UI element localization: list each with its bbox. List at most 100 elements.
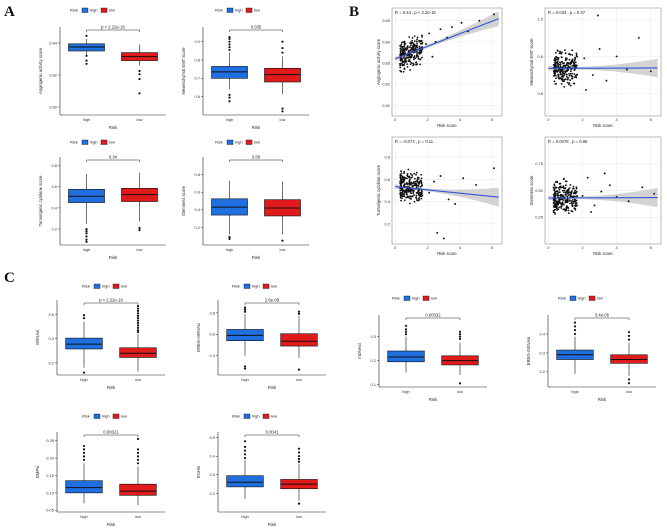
data-point: [412, 45, 414, 48]
x-tick-label: 2: [581, 117, 584, 122]
x-tick-label: low: [296, 377, 302, 382]
data-point: [403, 62, 406, 64]
chart-4: 0.2 0.4 0.6 0.8 Stemness score Risk high low 0.8…: [181, 140, 309, 260]
x-tick-label: 6: [650, 117, 653, 122]
data-point: [410, 62, 413, 64]
data-point: [571, 54, 574, 56]
outlier-point: [458, 333, 462, 336]
outlier-point: [243, 440, 247, 443]
data-point: [583, 57, 586, 60]
box-iqr: [387, 350, 425, 363]
data-point: [406, 63, 409, 65]
outlier-point: [136, 326, 140, 329]
y-tick-label: 0.2: [51, 226, 57, 231]
data-point: [416, 38, 418, 41]
data-point: [554, 70, 557, 73]
data-point: [436, 231, 439, 234]
data-point: [420, 177, 423, 180]
data-point: [559, 63, 562, 66]
chart-13: 0.05 0.10 0.15 0.20 0.25 DMPsi Risk high low 0.00…: [35, 414, 165, 527]
x-tick-label: 0: [394, 245, 397, 250]
data-point: [418, 39, 421, 42]
data-point: [575, 186, 578, 189]
data-point: [553, 80, 556, 83]
data-point: [568, 58, 571, 61]
legend-label-high: high: [90, 140, 98, 145]
outlier-point: [136, 462, 140, 465]
legend: Risk high low: [558, 296, 603, 301]
data-point: [399, 52, 402, 54]
data-point: [627, 200, 630, 203]
data-point: [412, 184, 415, 187]
x-axis-label: Risk score: [437, 251, 457, 256]
data-point: [431, 55, 434, 58]
x-tick-label: 6: [650, 245, 653, 250]
x-axis-label: Risk: [268, 385, 277, 390]
chart-8: 0 2 4 6 0.25 0.50 0.75 Stemness score Risk score…: [529, 136, 662, 256]
data-point: [415, 196, 417, 199]
data-point: [416, 56, 418, 58]
data-point: [555, 69, 558, 71]
y-tick-label: 0.81: [382, 103, 391, 108]
data-point: [439, 175, 442, 177]
box-high: [211, 35, 248, 103]
outlier-point: [82, 458, 86, 461]
data-point: [568, 212, 570, 215]
data-point: [556, 192, 559, 195]
outlier-point: [243, 367, 247, 370]
data-point: [400, 174, 403, 177]
outlier-point: [297, 310, 301, 313]
data-point: [557, 58, 560, 61]
outlier-point: [228, 40, 231, 43]
y-axis-label: Stemness score: [529, 175, 534, 206]
data-point: [420, 173, 422, 176]
data-point: [569, 84, 572, 87]
data-point: [565, 63, 568, 66]
data-point: [571, 75, 573, 78]
data-point: [574, 61, 577, 64]
outlier-point: [627, 330, 631, 334]
data-point: [411, 174, 413, 177]
data-point: [419, 63, 422, 66]
data-point: [410, 44, 412, 47]
data-point: [571, 72, 574, 75]
data-point: [414, 180, 416, 183]
data-point: [557, 194, 560, 197]
data-point: [399, 187, 401, 190]
significance-label: p < 2.22e-16: [99, 298, 123, 303]
legend-label-low: low: [109, 140, 115, 145]
box-high: [68, 34, 105, 65]
legend-label-high: high: [252, 414, 260, 419]
correlation-label: R = -0.074 , p = 0.11: [395, 139, 434, 144]
data-point: [415, 183, 418, 185]
outlier-point: [136, 324, 140, 327]
outlier-point: [85, 34, 88, 37]
data-point: [571, 202, 574, 205]
data-point: [567, 62, 570, 65]
data-point: [403, 67, 406, 70]
data-point: [403, 180, 405, 183]
data-point: [402, 45, 404, 48]
data-point: [573, 192, 576, 194]
outlier-point: [297, 368, 301, 371]
legend-label-high: high: [235, 140, 243, 145]
outlier-point: [136, 312, 140, 315]
data-point: [413, 40, 416, 42]
data-point: [417, 178, 420, 180]
data-point: [412, 62, 415, 65]
y-axis-label: mRNAsi: [35, 330, 40, 345]
y-tick-label: 0.05: [46, 508, 55, 513]
data-point: [564, 180, 567, 183]
x-tick-label: 4: [616, 117, 619, 122]
y-tick-label: 0.10: [46, 490, 55, 495]
data-point: [554, 213, 556, 215]
data-point: [559, 185, 562, 188]
data-point: [400, 199, 402, 202]
legend-label-high: high: [412, 296, 420, 301]
x-tick-label: high: [402, 389, 410, 394]
data-point: [571, 49, 574, 52]
outlier-point: [82, 448, 86, 451]
significance-label: 0.00032: [425, 313, 441, 318]
legend: Risk high low: [215, 8, 260, 13]
